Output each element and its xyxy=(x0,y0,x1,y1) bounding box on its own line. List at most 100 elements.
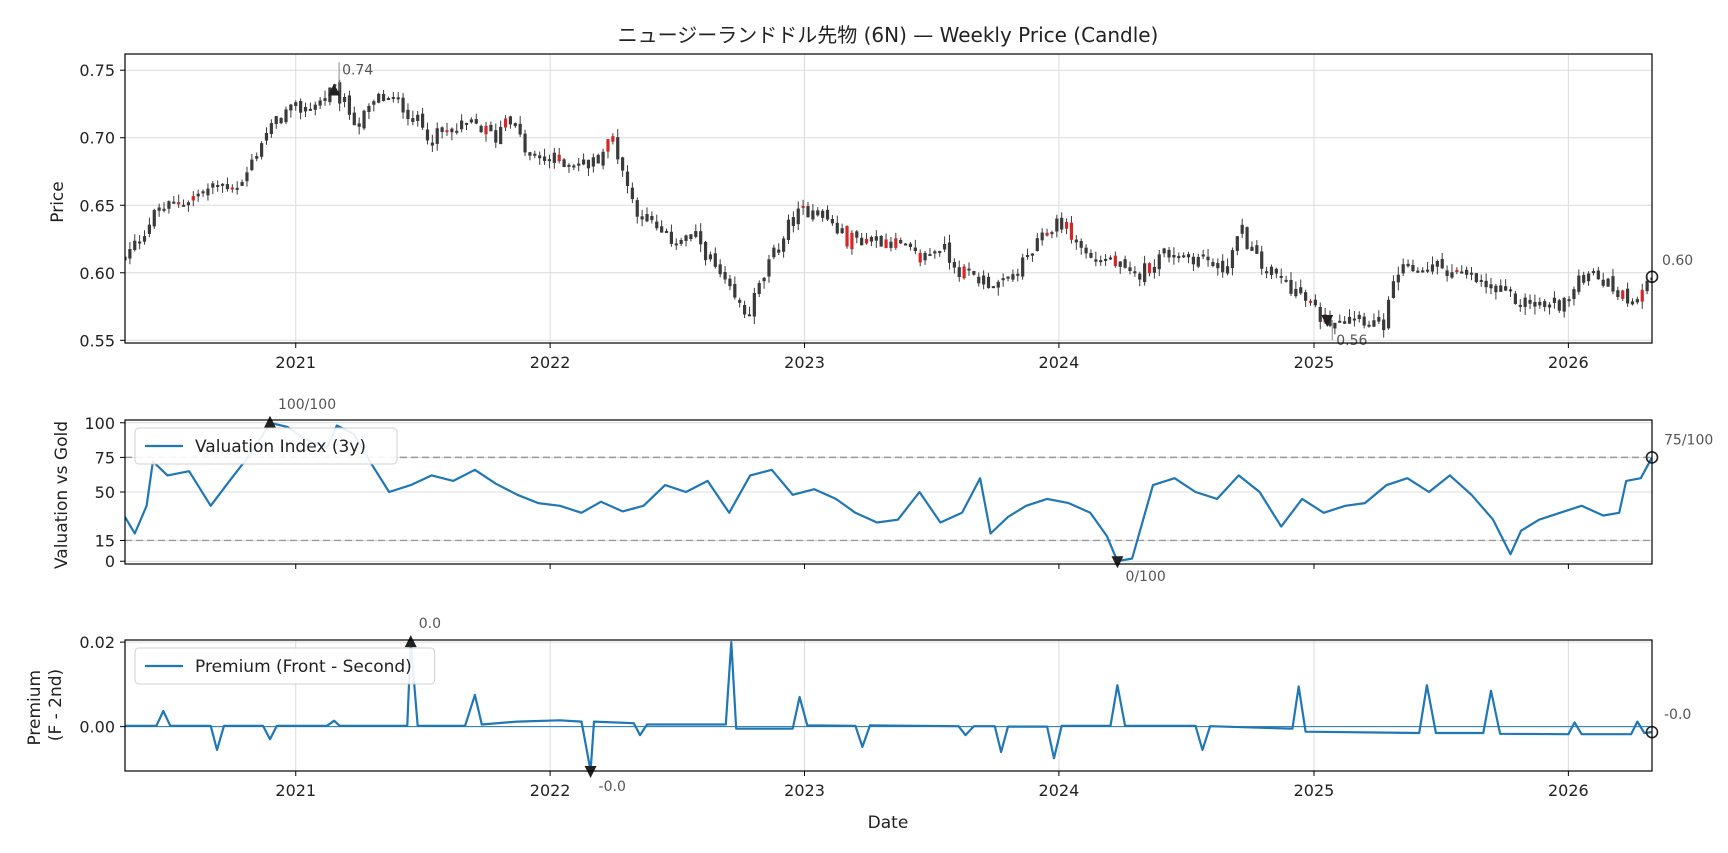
candle-body xyxy=(1172,254,1176,258)
candle-body xyxy=(1103,258,1108,261)
candle-body xyxy=(1016,273,1020,276)
candle-body xyxy=(1113,255,1117,266)
candle-body xyxy=(430,142,434,146)
candle-body xyxy=(518,123,522,135)
candle-body xyxy=(1538,301,1542,306)
candle-body xyxy=(840,228,844,234)
candle-body xyxy=(474,119,478,124)
candle-body xyxy=(381,93,386,102)
candle-body xyxy=(689,234,693,240)
candle-body xyxy=(1347,316,1352,324)
candle-body xyxy=(1543,301,1547,307)
candle-body xyxy=(913,247,917,252)
candle-body xyxy=(1225,266,1230,274)
candle-body xyxy=(186,202,191,206)
annotation-label: 0.60 xyxy=(1662,253,1693,269)
candle-body xyxy=(821,210,825,218)
candle-body xyxy=(825,209,830,220)
candle-body xyxy=(1372,320,1376,327)
candle-body xyxy=(1186,254,1191,258)
candle-body xyxy=(1469,272,1474,275)
candle-body xyxy=(289,104,293,111)
candle-body xyxy=(874,236,878,241)
candle-body xyxy=(1504,286,1508,291)
candle-body xyxy=(440,127,444,133)
candle-body xyxy=(982,275,986,285)
candle-body xyxy=(1635,299,1639,303)
candle-body xyxy=(216,185,220,188)
candle-body xyxy=(1255,245,1259,254)
candle-body xyxy=(1455,270,1459,273)
candle-body xyxy=(396,97,400,100)
candle-body xyxy=(1377,316,1381,322)
candle-body xyxy=(845,225,849,247)
premium-panel: Premium (F - 2nd) 2021 2022 2023 2024 2025 20… xyxy=(25,616,1691,800)
x-tick-label: 2023 xyxy=(784,781,825,800)
candle-body xyxy=(591,157,595,167)
x-tick-label: 2023 xyxy=(784,353,825,372)
candle-body xyxy=(538,155,542,159)
x-tick-label: 2021 xyxy=(275,353,316,372)
candle-body xyxy=(1367,324,1371,327)
candle-body xyxy=(1240,224,1244,234)
candle-body xyxy=(352,112,356,126)
candle-body xyxy=(386,98,391,101)
annotation-marker xyxy=(263,415,276,428)
candle-body xyxy=(513,123,517,127)
y-tick-label: 75 xyxy=(95,448,115,467)
candle-body xyxy=(703,241,708,261)
candle-body xyxy=(1479,279,1483,282)
candle-body xyxy=(225,184,230,190)
candle-body xyxy=(1099,260,1103,263)
candle-body xyxy=(1333,322,1337,329)
candle-body xyxy=(1362,316,1366,326)
candle-body xyxy=(303,106,308,112)
candle-body xyxy=(406,109,410,120)
candle-body xyxy=(855,231,859,238)
candle-body xyxy=(372,101,376,105)
candle-body xyxy=(713,253,717,267)
candle-body xyxy=(1069,222,1074,240)
y-tick-label: 100 xyxy=(84,414,115,433)
candle-body xyxy=(274,116,278,124)
candle-body xyxy=(1108,257,1113,260)
candle-body xyxy=(811,210,815,220)
candle-body xyxy=(1294,288,1298,297)
candle-body xyxy=(1382,319,1386,331)
candle-body xyxy=(279,118,283,124)
candle-body xyxy=(650,215,654,221)
x-tick-label: 2026 xyxy=(1548,781,1589,800)
candle-body xyxy=(903,243,908,246)
candle-body xyxy=(699,231,703,245)
candle-body xyxy=(245,172,249,182)
candles xyxy=(125,79,1652,338)
candle-body xyxy=(181,204,186,207)
candle-body xyxy=(723,272,727,280)
candle-body xyxy=(416,114,420,121)
candle-body xyxy=(1206,256,1210,261)
candle-body xyxy=(1201,254,1205,257)
candle-body xyxy=(547,159,552,162)
annotation-label: 75/100 xyxy=(1664,432,1713,448)
candle-body xyxy=(460,120,464,130)
candle-body xyxy=(1645,280,1649,292)
candle-body xyxy=(782,238,786,252)
candle-body xyxy=(1421,270,1425,273)
candle-body xyxy=(1274,268,1278,274)
candle-body xyxy=(196,193,200,197)
candle-body xyxy=(806,206,810,218)
candle-body xyxy=(533,153,537,156)
x-tick-label: 2021 xyxy=(275,781,316,800)
candle-body xyxy=(708,254,713,260)
candle-body xyxy=(1304,292,1308,301)
candle-body xyxy=(1591,271,1596,274)
candle-body xyxy=(1030,253,1035,256)
candle-body xyxy=(923,252,927,261)
y-tick-label: 0.70 xyxy=(79,129,115,148)
candle-body xyxy=(1386,299,1391,329)
candle-body xyxy=(943,243,947,250)
candle-body xyxy=(1552,297,1557,303)
candle-body xyxy=(172,201,176,204)
candle-body xyxy=(147,224,151,234)
candle-body xyxy=(1269,266,1274,276)
